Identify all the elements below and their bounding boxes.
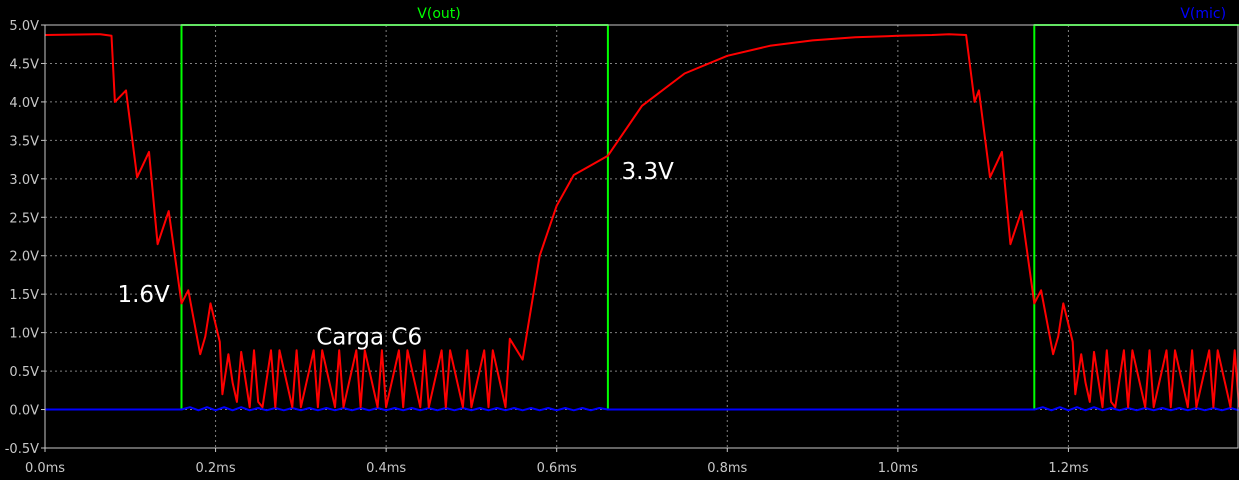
series-vout-trace xyxy=(45,24,1239,411)
series-traces xyxy=(44,24,1239,412)
tick-marks: 0.0ms 0.2ms 0.4ms 0.6ms 0.8ms 1.0ms 1.2ms 5.0V 4… xyxy=(5,19,1089,476)
legend: V(out) V(mic) xyxy=(417,6,1226,22)
x-tick-label: 1.2ms xyxy=(1048,461,1088,476)
annotation-label: 3.3V xyxy=(622,159,675,185)
legend-entry: V(out) xyxy=(417,6,460,22)
series-vmic-trace xyxy=(45,406,1239,412)
y-tick-label: 2.5V xyxy=(9,211,39,226)
x-tick-label: 0.0ms xyxy=(25,461,65,476)
annotations: 1.6V Carga C6 3.3V xyxy=(117,159,674,350)
y-tick-label: 2.0V xyxy=(9,250,39,265)
y-tick-label: 3.5V xyxy=(9,134,39,149)
y-tick-label: 4.5V xyxy=(9,57,39,72)
y-tick-label: 0.0V xyxy=(9,404,39,419)
y-tick-label: 3.0V xyxy=(9,173,39,188)
annotation-label: Carga C6 xyxy=(316,324,422,350)
x-tick-label: 0.6ms xyxy=(537,461,577,476)
plot-frame xyxy=(44,24,1239,449)
y-tick-label: -0.5V xyxy=(5,442,39,457)
x-tick-label: 1.0ms xyxy=(878,461,918,476)
y-tick-label: 1.5V xyxy=(9,288,39,303)
y-tick-label: 0.5V xyxy=(9,365,39,380)
annotation-label: 1.6V xyxy=(117,282,170,308)
series-trace xyxy=(44,33,1239,409)
y-tick-label: 4.0V xyxy=(9,96,39,111)
legend-entry: V(mic) xyxy=(1180,6,1226,22)
y-tick-label: 1.0V xyxy=(9,327,39,342)
x-tick-label: 0.4ms xyxy=(366,461,406,476)
x-tick-label: 0.2ms xyxy=(196,461,236,476)
y-tick-label: 5.0V xyxy=(9,19,39,34)
x-tick-label: 0.8ms xyxy=(707,461,747,476)
